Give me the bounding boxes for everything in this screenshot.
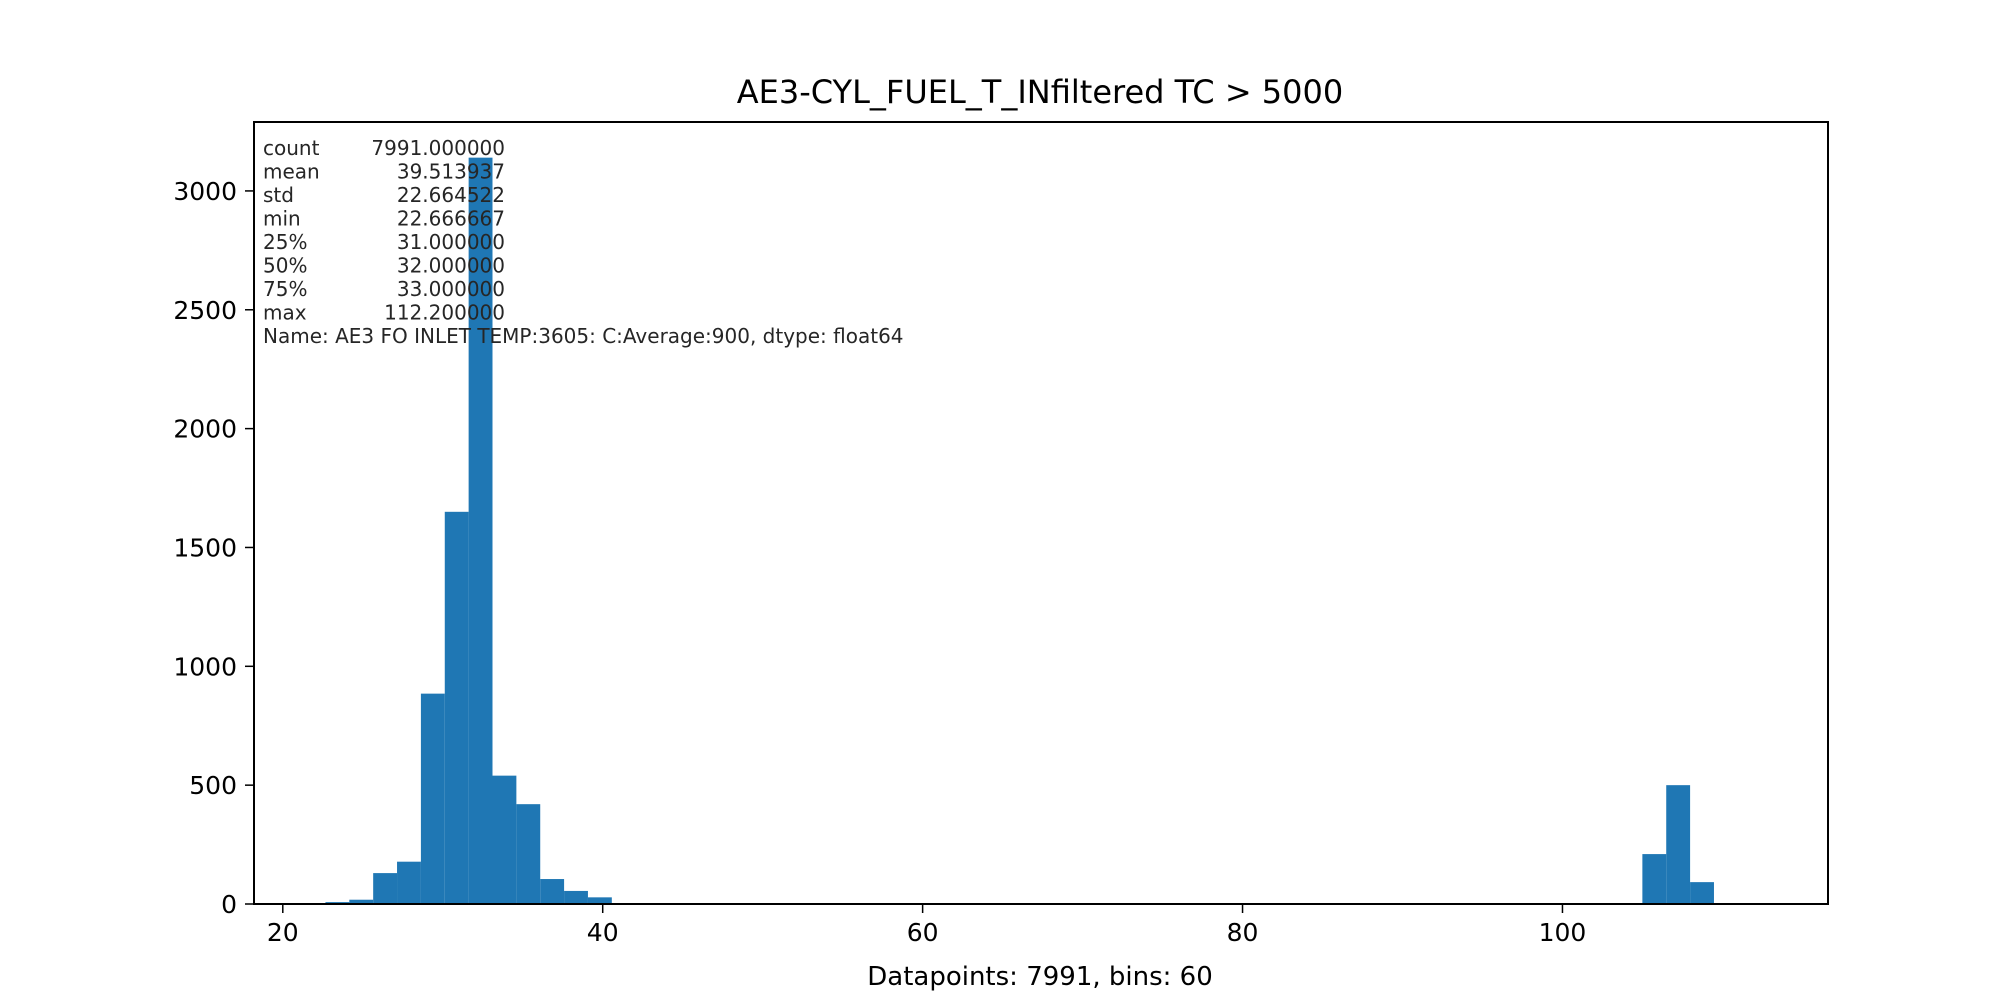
histogram-bar-1 [349,899,374,904]
histogram-bar-10 [564,890,588,904]
y-tick-label: 500 [189,771,237,800]
x-tick-label: 100 [1539,918,1587,947]
histogram-bar-9 [540,879,565,904]
stats-label: mean [263,160,320,184]
y-tick-label: 2000 [173,415,237,444]
y-tick-label: 3000 [173,177,237,206]
histogram-bar-11 [587,897,612,904]
stats-label: min [263,207,301,231]
histogram-bar-2 [373,873,398,904]
bars-layer [325,157,1714,904]
x-axis: 20 40 60 80 100 [267,904,1586,947]
stats-value: 31.000000 [397,230,505,254]
stats-label: 75% [263,277,307,301]
stats-annotation: count 7991.000000 mean 39.513937 std 22.66452… [263,136,904,348]
x-tick-label: 60 [907,918,939,947]
stats-label: 25% [263,230,307,254]
histogram-bar-13 [1666,785,1691,904]
histogram-bar-4 [420,693,445,904]
stats-value: 7991.000000 [371,136,505,160]
axes-frame [253,121,1829,905]
stats-value: 22.666667 [397,207,505,231]
stats-label: std [263,183,294,207]
x-tick-label: 20 [267,918,299,947]
y-axis: 0 500 1000 1500 2000 2500 3000 [173,177,254,919]
y-tick-label: 1000 [173,652,237,681]
stats-value: 22.664522 [397,183,505,207]
histogram-bar-3 [397,861,421,904]
histogram-bar-12 [1642,854,1667,904]
stats-value: 32.000000 [397,254,505,278]
x-tick-label: 80 [1227,918,1259,947]
stats-value: 112.200000 [384,301,505,325]
stats-label: max [263,301,307,325]
stats-value: 39.513937 [397,160,505,184]
histogram-bar-8 [516,804,541,904]
y-tick-label: 2500 [173,296,237,325]
y-tick-label: 0 [221,890,237,919]
x-axis-label: Datapoints: 7991, bins: 60 [867,962,1213,992]
stats-footer: Name: AE3 FO INLET TEMP:3605: C:Average:… [263,324,904,348]
histogram-bar-6 [468,157,493,904]
stats-value: 33.000000 [397,277,505,301]
y-tick-label: 1500 [173,533,237,562]
histogram-bar-7 [492,775,517,904]
x-tick-label: 40 [587,918,619,947]
stats-label: count [263,136,320,160]
histogram-bar-5 [444,511,469,904]
histogram-bar-14 [1690,882,1714,904]
chart-title: AE3-CYL_FUEL_T_INfiltered TC > 5000 [737,73,1343,111]
stats-label: 50% [263,254,307,278]
